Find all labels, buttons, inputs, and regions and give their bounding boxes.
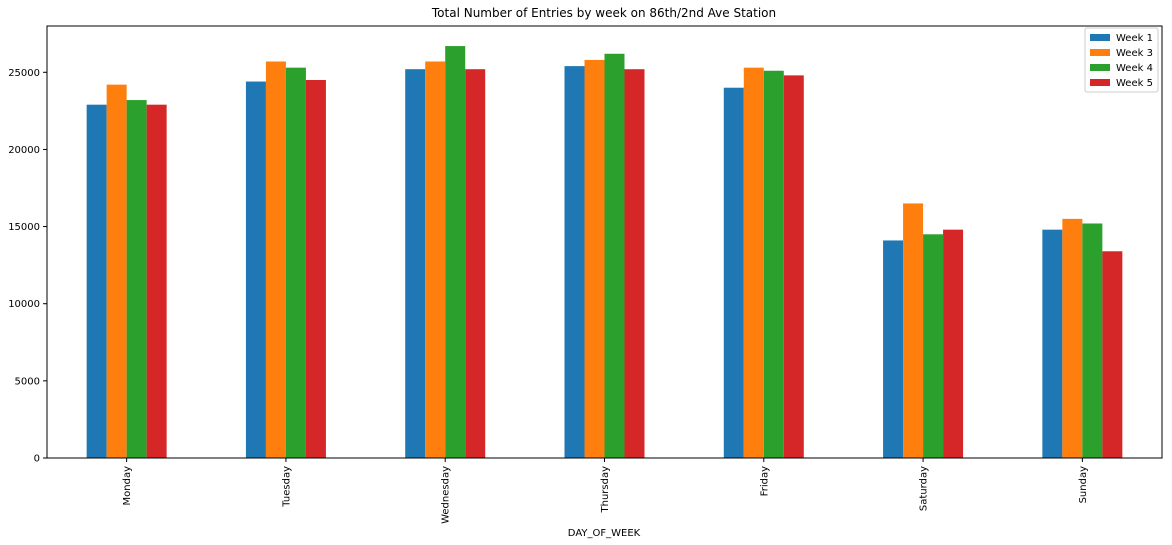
y-tick-label: 25000 <box>8 68 40 79</box>
y-tick-label: 15000 <box>8 222 40 233</box>
bar-tuesday-week-1 <box>245 81 266 459</box>
bar-friday-week-3 <box>743 67 764 459</box>
y-axis: 0 5000 10000 15000 20000 25000 <box>8 68 47 465</box>
bar-thursday-week-1 <box>564 66 585 458</box>
bar-sunday-week-3 <box>1062 218 1083 458</box>
bar-sunday-week-1 <box>1042 229 1063 458</box>
bar-tuesday-week-4 <box>285 67 306 459</box>
legend-swatch-week-5 <box>1090 79 1110 86</box>
x-axis: Monday Tuesday Wednesday Thursday Friday Satu… <box>122 458 1089 524</box>
x-tick-label-thursday: Thursday <box>600 466 611 514</box>
bar-wednesday-week-1 <box>405 69 426 458</box>
bar-thursday-week-3 <box>584 59 605 458</box>
x-tick-label-friday: Friday <box>759 466 770 496</box>
bar-friday-week-5 <box>783 75 804 458</box>
bar-thursday-week-5 <box>624 69 645 458</box>
bars-group <box>86 46 1123 459</box>
y-tick-label: 20000 <box>8 145 40 156</box>
legend-swatch-week-3 <box>1090 49 1110 56</box>
x-tick-label-tuesday: Tuesday <box>281 466 292 508</box>
legend-label-week-5: Week 5 <box>1116 78 1153 89</box>
legend-swatch-week-4 <box>1090 64 1110 71</box>
plot-frame <box>46 25 1163 459</box>
bar-friday-week-1 <box>723 87 744 458</box>
bar-sunday-week-4 <box>1082 223 1103 458</box>
y-tick-label: 5000 <box>15 376 40 387</box>
y-tick-label: 10000 <box>8 299 40 310</box>
bar-saturday-week-1 <box>883 240 904 458</box>
x-tick-label-saturday: Saturday <box>919 466 930 511</box>
legend-box <box>1084 27 1159 93</box>
bar-friday-week-4 <box>763 70 784 458</box>
bar-saturday-week-4 <box>923 234 944 458</box>
bar-saturday-week-3 <box>903 203 924 458</box>
y-tick-label: 0 <box>34 454 40 465</box>
bar-monday-week-3 <box>106 84 127 458</box>
x-tick-label-sunday: Sunday <box>1078 466 1089 503</box>
x-axis-label: DAY_OF_WEEK <box>568 528 641 539</box>
legend-label-week-3: Week 3 <box>1116 48 1153 59</box>
chart-title: Total Number of Entries by week on 86th/… <box>431 6 776 20</box>
legend-swatch-week-1 <box>1090 34 1110 41</box>
bar-monday-week-4 <box>126 100 147 459</box>
bar-saturday-week-5 <box>943 229 964 458</box>
x-tick-label-wednesday: Wednesday <box>441 466 452 524</box>
x-tick-label-monday: Monday <box>122 466 133 506</box>
bar-monday-week-1 <box>86 104 107 458</box>
bar-monday-week-5 <box>146 104 167 458</box>
bar-thursday-week-4 <box>604 53 625 459</box>
legend-label-week-1: Week 1 <box>1116 33 1153 44</box>
legend: Week 1 Week 3 Week 4 Week 5 <box>1084 27 1159 93</box>
legend-label-week-4: Week 4 <box>1116 63 1153 74</box>
bar-sunday-week-5 <box>1102 251 1123 458</box>
bar-wednesday-week-5 <box>465 69 486 458</box>
bar-wednesday-week-3 <box>425 61 446 458</box>
bar-tuesday-week-5 <box>305 80 326 458</box>
bar-tuesday-week-3 <box>265 61 286 458</box>
bar-wednesday-week-4 <box>445 46 466 459</box>
